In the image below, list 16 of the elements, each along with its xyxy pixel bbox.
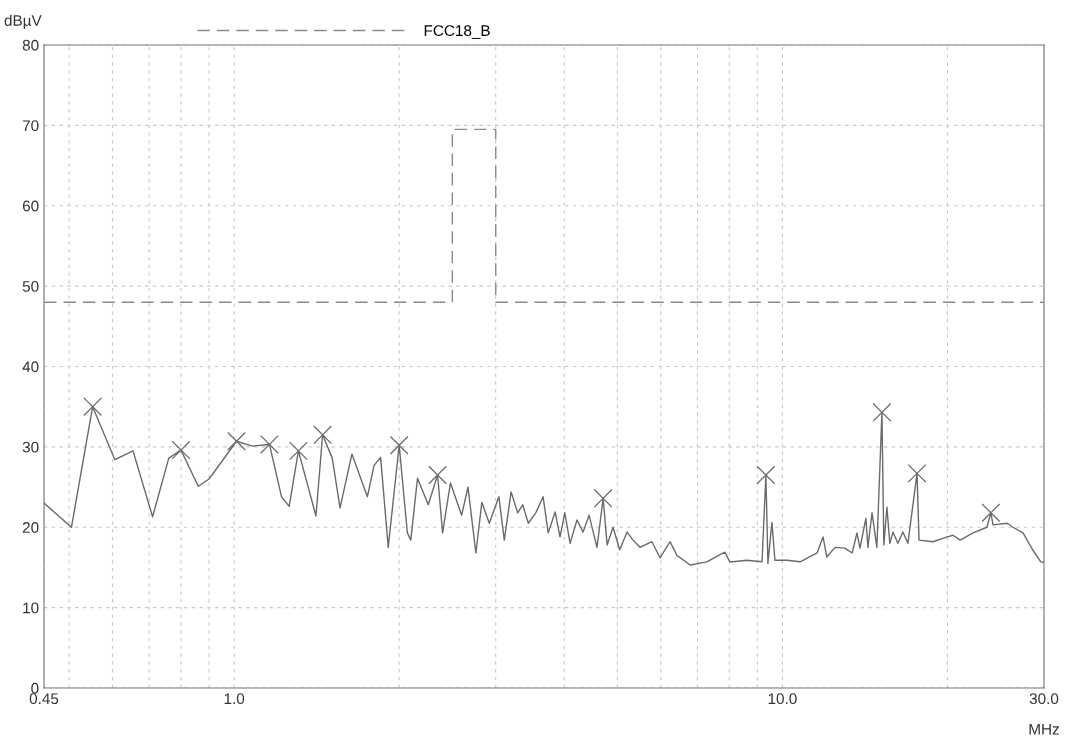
- y-tick-label: 70: [22, 120, 39, 132]
- y-tick-label: 20: [22, 522, 39, 533]
- y-tick-label: 40: [22, 361, 39, 373]
- x-tick-label: 30.0: [1029, 693, 1059, 705]
- y-tick-label: 60: [22, 200, 39, 212]
- y-axis-title: dBµV: [4, 14, 42, 29]
- y-tick-label: 0: [31, 682, 39, 694]
- x-tick-label: 10.0: [768, 693, 797, 705]
- y-tick-label: 10: [23, 602, 39, 614]
- y-tick-label: 30: [22, 441, 39, 453]
- y-tick-label: 80: [22, 39, 39, 51]
- y-tick-label: 50: [22, 280, 39, 292]
- x-axis-title: MHz: [1029, 723, 1059, 735]
- text: FCC18_B: [424, 25, 490, 39]
- x-tick-label: 1.0: [224, 693, 245, 705]
- x-tick-label: 0.45: [29, 693, 59, 705]
